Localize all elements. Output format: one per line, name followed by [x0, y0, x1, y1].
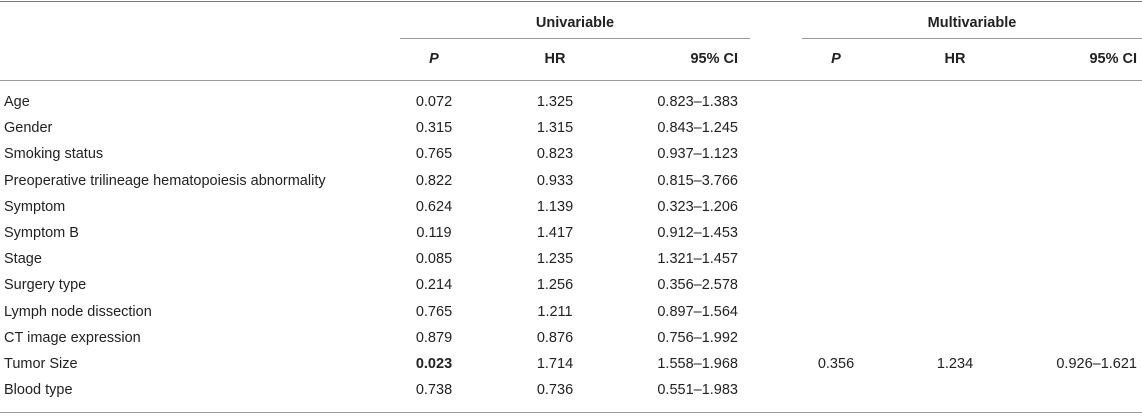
uni-hr-value: 1.417 [536, 225, 574, 241]
uni-ci-header: 95% CI [690, 51, 738, 67]
multi-p-value: 0.356 [817, 356, 855, 372]
uni-p-value: 0.023 [415, 356, 453, 372]
row-label: Tumor Size [4, 356, 78, 372]
uni-p-value: 0.119 [416, 225, 452, 241]
uni-hr-value: 1.139 [536, 199, 574, 215]
uni-hr-value: 1.235 [536, 251, 574, 267]
uni-hr-value: 0.823 [536, 146, 574, 162]
univariable-underline [400, 38, 750, 39]
uni-ci-value: 1.321–1.457 [657, 251, 738, 267]
uni-p-value: 0.765 [415, 146, 453, 162]
row-label: CT image expression [4, 330, 141, 346]
row-label: Symptom B [4, 225, 79, 241]
multi-hr-value: 1.234 [936, 356, 974, 372]
uni-p-value: 0.765 [415, 304, 453, 320]
row-label: Surgery type [4, 277, 87, 293]
uni-p-value: 0.085 [415, 251, 453, 267]
uni-p-value: 0.315 [415, 120, 453, 136]
row-label: Blood type [4, 382, 73, 398]
top-rule [0, 1, 1142, 2]
multi-hr-header: HR [944, 51, 966, 67]
uni-ci-value: 0.756–1.992 [657, 330, 738, 346]
uni-ci-value: 0.912–1.453 [657, 225, 738, 241]
uni-p-value: 0.072 [415, 94, 453, 110]
bottom-rule [0, 412, 1142, 413]
uni-hr-value: 1.714 [536, 356, 574, 372]
uni-ci-value: 1.558–1.968 [657, 356, 738, 372]
row-label: Lymph node dissection [4, 304, 152, 320]
uni-p-value: 0.879 [415, 330, 453, 346]
row-label: Smoking status [4, 146, 104, 162]
multi-ci-value: 0.926–1.621 [1056, 356, 1137, 372]
uni-hr-value: 1.256 [536, 277, 574, 293]
uni-p-value: 0.624 [415, 199, 453, 215]
row-label: Preoperative trilineage hematopoiesis ab… [4, 173, 326, 189]
uni-p-header: P [429, 51, 439, 67]
uni-ci-value: 0.937–1.123 [657, 146, 738, 162]
uni-p-value: 0.738 [415, 382, 453, 398]
uni-hr-value: 0.933 [536, 173, 574, 189]
row-label: Stage [4, 251, 42, 267]
uni-hr-value: 1.315 [536, 120, 574, 136]
row-label: Symptom [4, 199, 66, 215]
multivariable-header: Multivariable [927, 15, 1017, 31]
uni-ci-value: 0.323–1.206 [657, 199, 738, 215]
uni-hr-value: 0.876 [536, 330, 574, 346]
uni-ci-value: 0.356–2.578 [657, 277, 738, 293]
row-label: Gender [4, 120, 53, 136]
uni-p-value: 0.214 [415, 277, 453, 293]
row-label: Age [4, 94, 30, 110]
multi-ci-header: 95% CI [1089, 51, 1137, 67]
uni-ci-value: 0.897–1.564 [657, 304, 738, 320]
uni-hr-value: 1.325 [536, 94, 574, 110]
uni-hr-value: 0.736 [536, 382, 574, 398]
uni-p-value: 0.822 [415, 173, 453, 189]
multivariable-underline [802, 38, 1142, 39]
multi-p-header: P [831, 51, 841, 67]
univariable-header: Univariable [535, 15, 615, 31]
uni-ci-value: 0.815–3.766 [657, 173, 738, 189]
uni-hr-header: HR [544, 51, 566, 67]
uni-hr-value: 1.211 [537, 304, 573, 320]
uni-ci-value: 0.823–1.383 [657, 94, 738, 110]
uni-ci-value: 0.551–1.983 [657, 382, 738, 398]
header-rule [0, 80, 1142, 81]
uni-ci-value: 0.843–1.245 [657, 120, 738, 136]
